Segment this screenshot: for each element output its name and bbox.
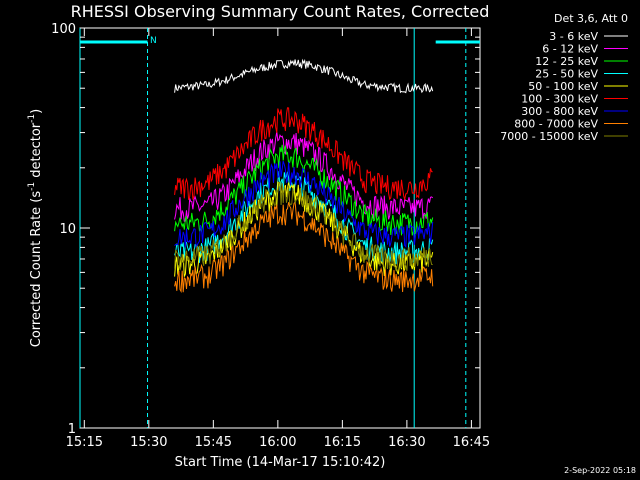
legend-label-2: 12 - 25 keV: [535, 55, 598, 68]
x-tick-label-3: 16:00: [259, 435, 296, 450]
y-axis-label: Corrected Count Rate (s-1 detector-1): [27, 109, 44, 347]
x-tick-label-5: 16:30: [388, 435, 425, 450]
legend-label-1: 6 - 12 keV: [542, 43, 598, 56]
chart-title: RHESSI Observing Summary Count Rates, Co…: [71, 2, 490, 21]
series-line-8: [174, 181, 433, 271]
timestamp: 2-Sep-2022 05:18: [564, 466, 636, 475]
series-line-2: [174, 144, 434, 236]
series-line-6: [174, 160, 434, 248]
legend-label-6: 300 - 800 keV: [521, 105, 598, 118]
night-marker-label: N: [150, 36, 157, 46]
y-tick-label-1: 10: [59, 222, 76, 237]
legend-header: Det 3,6, Att 0: [554, 12, 628, 25]
x-axis-label: Start Time (14-Mar-17 15:10:42): [175, 455, 386, 470]
series-line-7: [174, 200, 434, 294]
x-tick-label-6: 16:45: [453, 435, 490, 450]
y-label-exp2: -1: [27, 114, 37, 123]
x-tick-label-4: 16:15: [324, 435, 361, 450]
series-line-1: [174, 131, 434, 222]
vertical-markers: [79, 28, 480, 428]
x-tick-label-1: 15:30: [130, 435, 167, 450]
y-tick-label-2: 100: [51, 22, 76, 37]
x-tick-label-2: 15:45: [195, 435, 232, 450]
legend-label-0: 3 - 6 keV: [549, 30, 598, 43]
legend-label-3: 25 - 50 keV: [535, 68, 598, 81]
y-label-mid: detector: [29, 122, 44, 182]
series-line-0: [174, 58, 434, 94]
y-label-end: ): [29, 109, 44, 114]
y-label-main: Corrected Count Rate (s: [29, 191, 44, 348]
y-axis-ticks: 1 10 100: [51, 22, 480, 437]
legend-label-5: 100 - 300 keV: [521, 93, 598, 106]
legend-label-8: 7000 - 15000 keV: [500, 130, 598, 143]
series-line-5: [174, 107, 433, 201]
legend-label-7: 800 - 7000 keV: [514, 118, 598, 131]
series-lines: [174, 58, 434, 294]
y-label-exp1: -1: [27, 182, 37, 191]
y-tick-label-0: 1: [68, 422, 76, 437]
x-tick-label-0: 15:15: [66, 435, 103, 450]
x-axis-ticks: 15:15 15:30 15:45 16:00 16:15 16:30 16:45: [66, 28, 490, 450]
legend-label-4: 50 - 100 keV: [528, 80, 598, 93]
